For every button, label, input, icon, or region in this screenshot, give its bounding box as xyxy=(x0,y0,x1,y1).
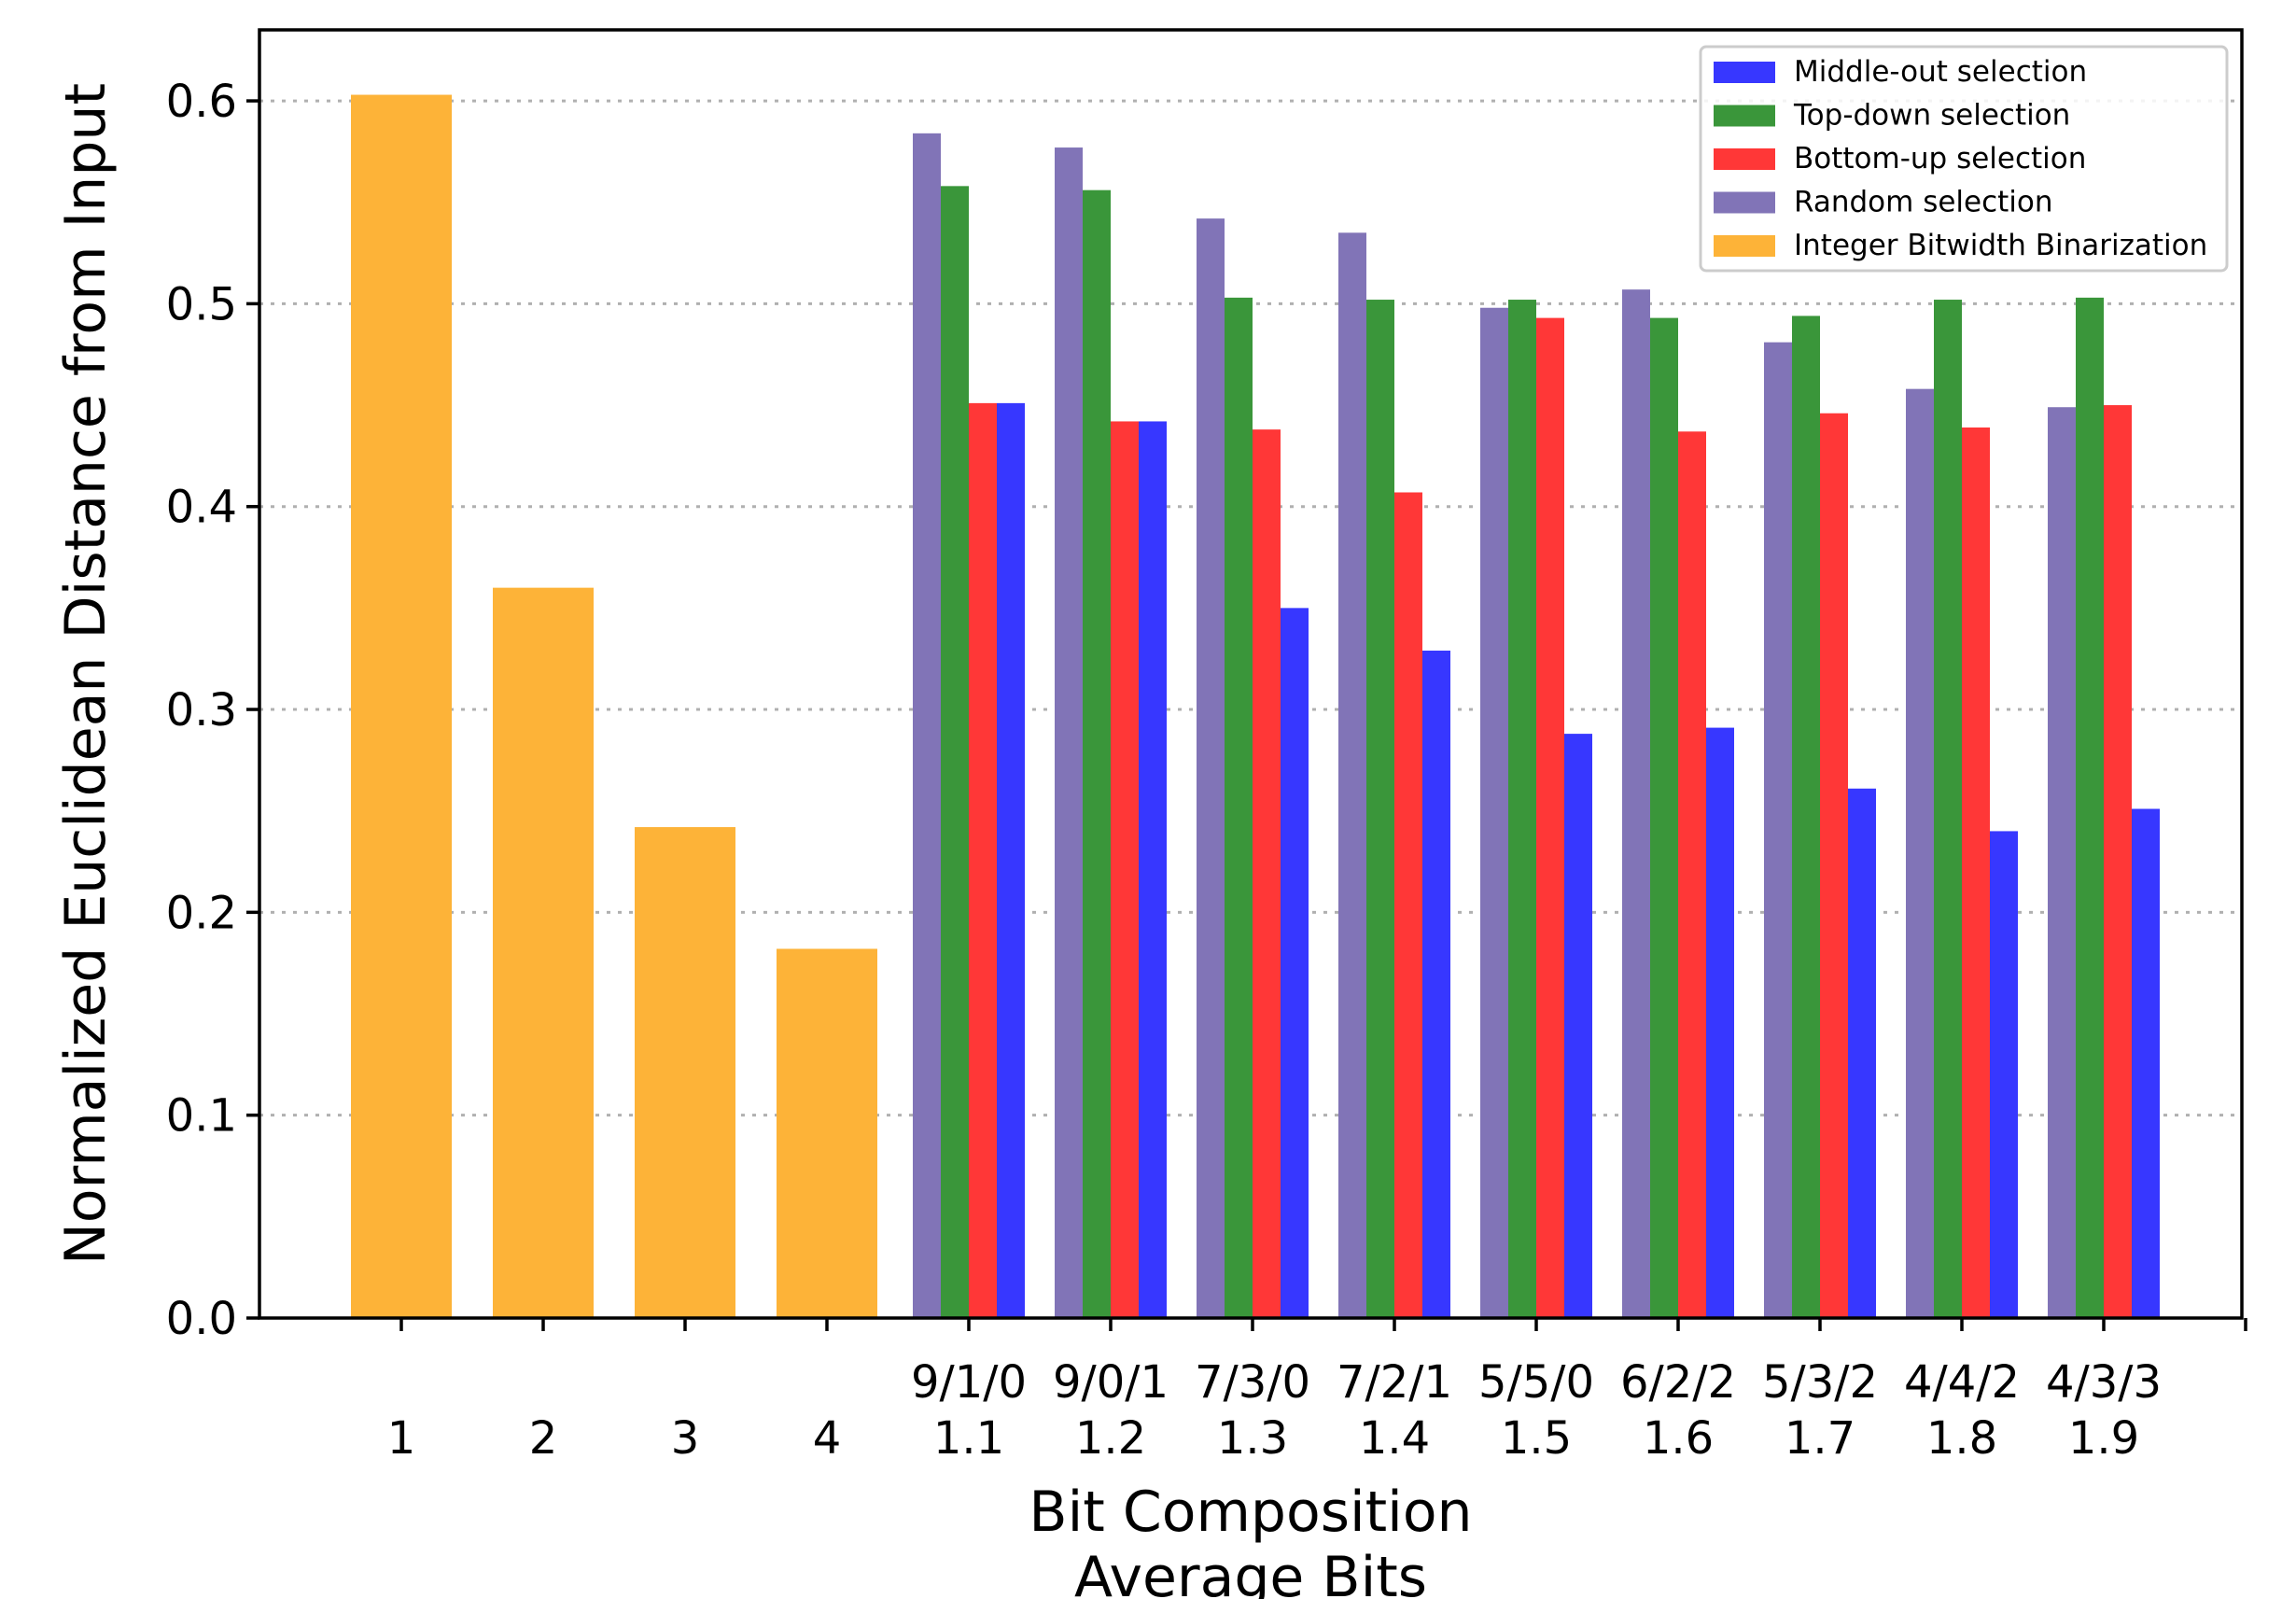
legend-label: Top-down selection xyxy=(1793,99,2070,133)
x-tick-label-composition: 6/2/2 xyxy=(1620,1356,1736,1409)
bar-bottom-up-selection xyxy=(969,402,997,1318)
bar-middle-out-selection xyxy=(1564,734,1592,1318)
x-tick-label-average: 1.1 xyxy=(933,1412,1004,1465)
bar-top-down-selection xyxy=(1650,317,1678,1319)
bar-random-selection xyxy=(2048,407,2076,1318)
x-tick-label-composition: 7/3/0 xyxy=(1195,1356,1310,1409)
bar-middle-out-selection xyxy=(1139,421,1167,1318)
x-tick-label-composition: 5/3/2 xyxy=(1762,1356,1878,1409)
x-tick-label-average: 1 xyxy=(387,1412,416,1465)
y-tick-label: 0.5 xyxy=(166,278,237,330)
x-tick-label-composition: 5/5/0 xyxy=(1478,1356,1594,1409)
bar-middle-out-selection xyxy=(1422,651,1450,1318)
x-tick-label-composition: 4/4/2 xyxy=(1904,1356,2020,1409)
y-axis-label: Normalized Euclidean Distance from Input xyxy=(53,83,119,1265)
bar-integer-bitwidth xyxy=(493,587,594,1318)
bar-middle-out-selection xyxy=(997,402,1025,1318)
x-tick-label-composition: 9/1/0 xyxy=(911,1356,1027,1409)
legend-swatch xyxy=(1714,62,1775,83)
bar-integer-bitwidth xyxy=(777,948,877,1318)
bars xyxy=(351,94,2160,1319)
legend-swatch xyxy=(1714,148,1775,170)
x-axis-label-secondary: Average Bits xyxy=(1074,1545,1427,1599)
bar-bottom-up-selection xyxy=(1820,413,1848,1319)
y-tick-label: 0.3 xyxy=(166,684,237,736)
tick-labels: 0.00.10.20.30.40.50.61 2 3 49/1/01.19/0/11.… xyxy=(166,76,2162,1465)
x-tick-label-composition: 9/0/1 xyxy=(1053,1356,1169,1409)
bar-bottom-up-selection xyxy=(2104,405,2132,1318)
legend-box xyxy=(1699,45,2229,273)
bar-random-selection xyxy=(1055,147,1083,1318)
bar-bottom-up-selection xyxy=(1253,429,1281,1318)
bar-top-down-selection xyxy=(1792,316,1820,1319)
bar-random-selection xyxy=(1906,388,1934,1319)
bar-middle-out-selection xyxy=(1281,608,1309,1318)
y-tick-label: 0.2 xyxy=(166,887,237,939)
bar-top-down-selection xyxy=(1366,300,1394,1319)
bar-random-selection xyxy=(1197,218,1225,1318)
bar-top-down-selection xyxy=(2076,297,2104,1318)
bar-top-down-selection xyxy=(1225,297,1253,1318)
x-tick-label-average: 4 xyxy=(813,1412,842,1465)
bar-middle-out-selection xyxy=(1990,831,2018,1318)
x-tick-label-composition: 4/3/3 xyxy=(2046,1356,2162,1409)
x-tick-label-composition: 7/2/1 xyxy=(1337,1356,1452,1409)
x-tick-label-average: 2 xyxy=(529,1412,558,1465)
axes xyxy=(246,28,2247,1331)
bar-bottom-up-selection xyxy=(1536,317,1564,1319)
bar-top-down-selection xyxy=(1934,300,1962,1319)
legend-label: Random selection xyxy=(1794,186,2053,219)
bar-bottom-up-selection xyxy=(1394,492,1422,1318)
legend-swatch xyxy=(1714,191,1775,214)
y-tick-label: 0.1 xyxy=(166,1090,237,1143)
plot-frame xyxy=(258,28,2244,1320)
bar-middle-out-selection xyxy=(1706,727,1734,1318)
x-tick-label-average: 1.4 xyxy=(1359,1412,1430,1465)
y-tick-label: 0.0 xyxy=(166,1293,237,1345)
bar-random-selection xyxy=(1764,342,1792,1319)
bar-random-selection xyxy=(913,133,941,1319)
bar-random-selection xyxy=(1480,307,1508,1318)
y-tick-label: 0.4 xyxy=(166,482,237,534)
legend-swatch xyxy=(1714,235,1775,257)
x-tick-label-average: 3 xyxy=(671,1412,700,1465)
bar-random-selection xyxy=(1622,289,1650,1318)
x-tick-label-average: 1.6 xyxy=(1643,1412,1714,1465)
bar-integer-bitwidth xyxy=(351,94,452,1318)
bar-integer-bitwidth xyxy=(635,827,735,1318)
bar-bottom-up-selection xyxy=(1962,427,1990,1318)
x-tick-label-average: 1.8 xyxy=(1926,1412,1997,1465)
x-tick-label-average: 1.7 xyxy=(1785,1412,1855,1465)
legend-swatch xyxy=(1714,105,1775,127)
bar-top-down-selection xyxy=(1508,300,1536,1319)
bar-bottom-up-selection xyxy=(1678,431,1706,1319)
legend: Middle-out selection Top-down selection Bo… xyxy=(1699,45,2229,273)
bar-top-down-selection xyxy=(941,186,969,1318)
bar-middle-out-selection xyxy=(1848,788,1876,1318)
x-tick-label-average: 1.9 xyxy=(2068,1412,2139,1465)
x-tick-label-average: 1.2 xyxy=(1075,1412,1146,1465)
bar-middle-out-selection xyxy=(2132,808,2160,1318)
x-tick-label-average: 1.5 xyxy=(1501,1412,1572,1465)
bar-top-down-selection xyxy=(1083,189,1111,1318)
bar-random-selection xyxy=(1338,232,1366,1318)
legend-label: Integer Bitwidth Binarization xyxy=(1794,229,2207,262)
legend-label: Bottom-up selection xyxy=(1794,142,2086,175)
y-tick-label: 0.6 xyxy=(166,76,237,128)
x-tick-label-average: 1.3 xyxy=(1217,1412,1288,1465)
x-axis-label: Bit Composition xyxy=(1029,1480,1472,1545)
legend-label: Middle-out selection xyxy=(1794,55,2087,89)
bar-bottom-up-selection xyxy=(1111,421,1139,1318)
